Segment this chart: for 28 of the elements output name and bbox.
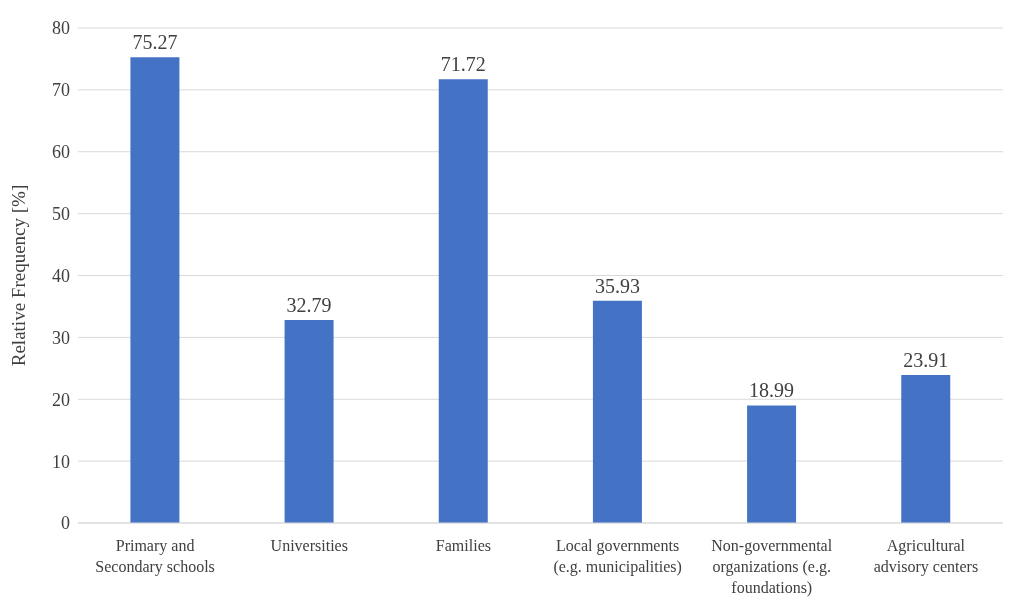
- bar: [130, 57, 180, 523]
- y-tick-label: 70: [52, 80, 70, 101]
- bar: [747, 405, 797, 523]
- y-tick-label: 10: [52, 451, 70, 472]
- y-tick-label: 60: [52, 142, 70, 163]
- x-tick-label: Local governments (e.g. municipalities): [553, 537, 682, 576]
- data-label: 18.99: [749, 379, 795, 402]
- y-tick-label: 30: [52, 327, 70, 348]
- x-tick-label: Agricultural advisory centers: [873, 537, 979, 576]
- data-label: 71.72: [440, 53, 486, 76]
- bar: [284, 320, 334, 523]
- data-label: 23.91: [903, 349, 949, 372]
- data-label: 35.93: [594, 274, 640, 297]
- y-tick-label: 20: [52, 389, 70, 410]
- y-axis-title: Relative Frequency [%]: [7, 184, 29, 367]
- x-tick-label: Families: [435, 537, 491, 554]
- x-tick-label: Non-governmental organizations (e.g. foundations): [711, 537, 833, 597]
- bar: [592, 300, 642, 523]
- y-tick-label: 40: [52, 265, 70, 286]
- y-tick-label: 80: [52, 18, 70, 39]
- y-tick-label: 0: [61, 513, 70, 534]
- bar: [438, 79, 488, 523]
- x-tick-label: Universities: [270, 537, 348, 554]
- data-label: 32.79: [286, 294, 332, 317]
- y-tick-label: 50: [52, 204, 70, 225]
- data-label: 75.27: [132, 31, 178, 54]
- bar: [901, 375, 951, 523]
- x-tick-label: Primary and Secondary schools: [95, 537, 215, 576]
